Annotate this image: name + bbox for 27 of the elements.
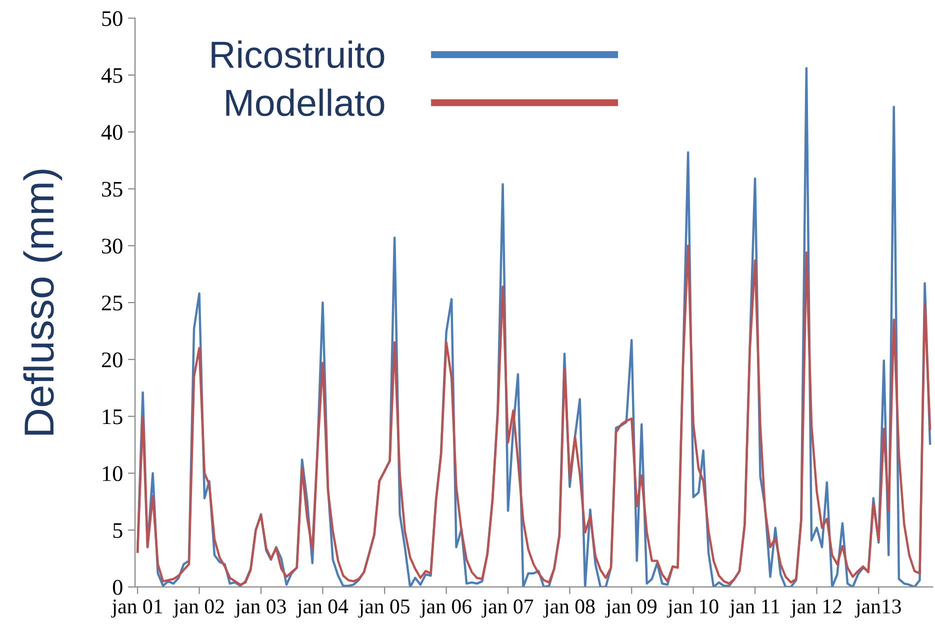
x-tick-label: jan 11 — [729, 599, 780, 618]
legend-label: Ricostruito — [212, 40, 384, 68]
y-tick-label: 0 — [112, 580, 122, 595]
x-tick-label: jan 05 — [358, 599, 410, 618]
y-tick-label: 15 — [102, 409, 122, 424]
x-tick-label: jan 12 — [790, 599, 842, 618]
x-tick-label: jan 03 — [234, 599, 286, 618]
y-tick-label: 35 — [102, 182, 122, 197]
x-tick-label: jan13 — [854, 599, 901, 618]
x-tick-label: jan 10 — [666, 599, 718, 618]
y-axis-title: Deflusso (mm) — [23, 170, 62, 435]
y-tick-label: 25 — [102, 296, 122, 311]
y-tick-label: 45 — [101, 68, 122, 83]
y-tick-label: 50 — [102, 11, 122, 26]
y-tick-label: 5 — [113, 523, 122, 538]
x-tick-label: jan 07 — [482, 599, 534, 618]
y-tick-label: 40 — [101, 124, 122, 140]
x-tick-label: jan 08 — [543, 599, 595, 618]
y-tick-label: 10 — [102, 466, 122, 482]
y-tick-label: 30 — [102, 238, 122, 254]
x-tick-label: jan 09 — [605, 599, 656, 618]
x-tick-label: jan 04 — [296, 599, 348, 618]
y-tick-label: 20 — [102, 352, 122, 368]
legend-label: Modellato — [226, 88, 384, 116]
x-tick-label: jan 06 — [420, 599, 472, 618]
x-tick-label: jan 01 — [111, 599, 162, 618]
x-tick-label: jan 02 — [172, 599, 224, 618]
